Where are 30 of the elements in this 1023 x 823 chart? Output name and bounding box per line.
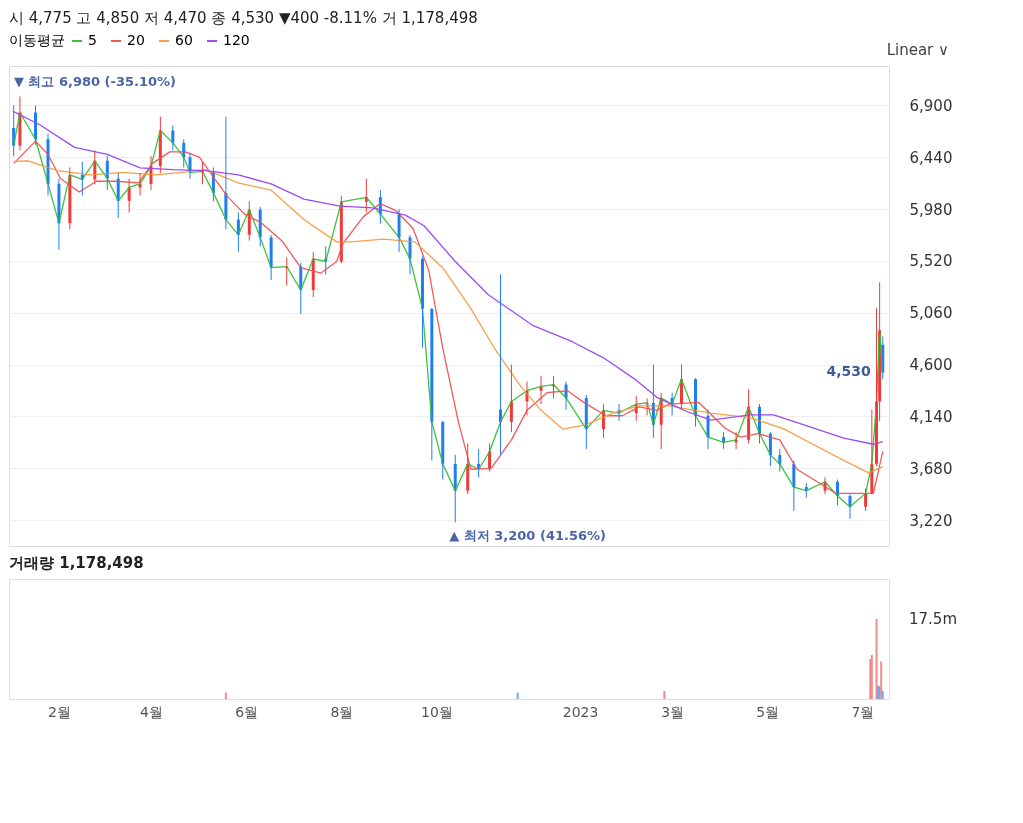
x-tick-label: 4월 [140, 703, 163, 720]
y-tick-label: 5,980 [909, 200, 953, 219]
x-tick-label: 3월 [661, 703, 685, 720]
chart-title: 거래량 1,178,498 [9, 554, 144, 572]
annotation: ▲ 최저 3,200 (41.56%) [449, 528, 606, 544]
y-tick-label: 4,140 [909, 407, 953, 426]
y-tick-label: 6,900 [909, 96, 953, 115]
annotation: ▼ 최고 6,980 (-35.10%) [13, 74, 177, 90]
y-tick-label: 3,680 [909, 459, 953, 478]
x-tick-label: 8월 [330, 703, 354, 720]
y-tick-label: 4,600 [909, 356, 953, 375]
annotation: 4,530 [826, 363, 871, 380]
text: 17.5m [909, 610, 958, 628]
x-tick-label: 5월 [756, 703, 780, 720]
x-tick-label: 2월 [47, 703, 71, 720]
x-tick-label: 10월 [421, 703, 453, 720]
legend-label: 60 [175, 32, 193, 48]
y-tick-label: 3,220 [909, 511, 953, 530]
y-tick-label: 5,520 [909, 252, 953, 271]
legend-title: 이동평균 [9, 32, 65, 48]
y-tick-label: 5,060 [909, 304, 953, 323]
text: Linear ∨ [886, 41, 949, 59]
x-tick-label: 6월 [235, 703, 259, 720]
chart-title: 시 4,775 고 4,850 저 4,470 종 4,530 ▼400 -8.11% 거 1,178,498 [9, 9, 478, 27]
x-tick-label: 2023 [562, 703, 599, 720]
x-tick-label: 7월 [851, 703, 875, 720]
legend-label: 5 [88, 32, 97, 48]
legend-label: 120 [223, 32, 250, 48]
legend-label: 20 [127, 32, 145, 48]
y-tick-label: 6,440 [909, 148, 953, 167]
